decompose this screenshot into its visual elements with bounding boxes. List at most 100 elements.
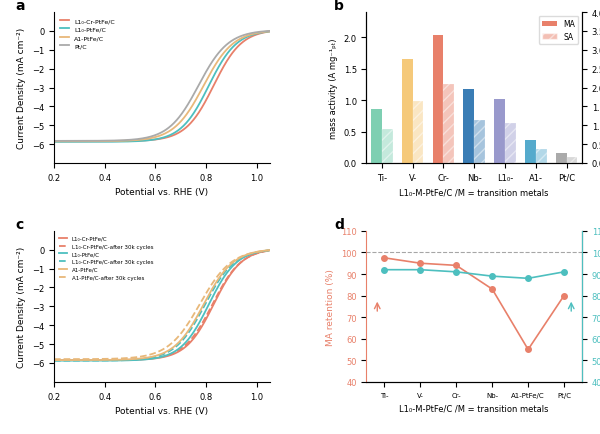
- L1₀-Cr-PtFe/C: [167, 353, 174, 358]
- A1-PtFe/C-after 30k cycles: [167, 342, 174, 347]
- Bar: [382, 130, 392, 164]
- Bar: [494, 99, 505, 164]
- Pt/C: [167, 124, 174, 129]
- A1-PtFe/C: [167, 347, 174, 352]
- Line: L1₀-Cr-PtFe/C-after 30k cycles: L1₀-Cr-PtFe/C-after 30k cycles: [54, 251, 269, 361]
- Line: A1-PtFe/C: A1-PtFe/C: [54, 32, 269, 142]
- A1-PtFe/C: [167, 128, 174, 134]
- Pt/C: [179, 111, 186, 116]
- A1-PtFe/C: [266, 30, 273, 35]
- A1-PtFe/C-after 30k cycles: [154, 349, 161, 355]
- L1₀-Cr-PtFe/C-after 30k cycles: [50, 358, 58, 363]
- L1₀-PtFe/C: [227, 266, 234, 271]
- L1₀-Cr-PtFe/C: [227, 53, 234, 59]
- A1-PtFe/C: [266, 248, 273, 253]
- A1-PtFe/C-after 30k cycles: [179, 329, 186, 335]
- L1₀-Cr-PtFe/C: [50, 139, 58, 145]
- X-axis label: Potential vs. RHE (V): Potential vs. RHE (V): [115, 188, 208, 197]
- L1₀-PtFe/C: [179, 343, 186, 349]
- Bar: [474, 121, 485, 164]
- Bar: [402, 59, 413, 164]
- A1-PtFe/C: [153, 353, 160, 358]
- Pt/C: [154, 132, 161, 138]
- Bar: [556, 154, 566, 164]
- Line: L1₀-Cr-PtFe/C-after 30k cycles: L1₀-Cr-PtFe/C-after 30k cycles: [54, 251, 269, 360]
- Line: L1₀-PtFe/C: L1₀-PtFe/C: [54, 251, 269, 361]
- L1₀-PtFe/C: [50, 358, 58, 363]
- L1₀-PtFe/C: [153, 137, 160, 142]
- Y-axis label: Current Density (mA cm⁻²): Current Density (mA cm⁻²): [17, 246, 26, 367]
- A1-PtFe/C: [179, 118, 186, 123]
- Y-axis label: Current Density (mA cm⁻²): Current Density (mA cm⁻²): [17, 28, 26, 149]
- Line: L1₀-Cr-PtFe/C: L1₀-Cr-PtFe/C: [54, 251, 269, 360]
- L1₀-PtFe/C: [266, 248, 273, 253]
- L1₀-Cr-PtFe/C-after 30k cycles: [227, 263, 234, 269]
- L1₀-Cr-PtFe/C: [227, 272, 234, 277]
- L1₀-Cr-PtFe/C: [266, 248, 273, 253]
- A1-PtFe/C-after 30k cycles: [153, 350, 160, 355]
- L1₀-Cr-PtFe/C: [261, 31, 268, 36]
- Legend: MA, SA: MA, SA: [539, 17, 578, 45]
- A1-PtFe/C: [179, 336, 186, 342]
- Line: L1₀-Cr-PtFe/C: L1₀-Cr-PtFe/C: [54, 33, 269, 142]
- A1-PtFe/C: [153, 135, 160, 140]
- Legend: L1₀-Cr-PtFe/C, L1₀-Cr-PtFe/C-after 30k cycles, L1₀-PtFe/C, L1₀-Cr-PtFe/C-after 3: L1₀-Cr-PtFe/C, L1₀-Cr-PtFe/C-after 30k c…: [57, 234, 155, 283]
- Text: a: a: [15, 0, 25, 13]
- L1₀-Cr-PtFe/C: [154, 137, 161, 142]
- Bar: [566, 158, 577, 164]
- A1-PtFe/C: [50, 139, 58, 145]
- A1-PtFe/C: [154, 135, 161, 140]
- L1₀-Cr-PtFe/C-after 30k cycles: [153, 354, 160, 359]
- Bar: [433, 36, 443, 164]
- A1-PtFe/C-after 30k cycles: [261, 249, 268, 254]
- L1₀-PtFe/C: [227, 48, 234, 53]
- A1-PtFe/C: [50, 358, 58, 363]
- L1₀-Cr-PtFe/C-after 30k cycles: [153, 355, 160, 361]
- A1-PtFe/C-after 30k cycles: [227, 260, 234, 266]
- L1₀-PtFe/C: [261, 30, 268, 36]
- X-axis label: L1₀-M-PtFe/C /M = transition metals: L1₀-M-PtFe/C /M = transition metals: [400, 188, 549, 197]
- Line: L1₀-PtFe/C: L1₀-PtFe/C: [54, 33, 269, 142]
- L1₀-PtFe/C: [167, 133, 174, 138]
- L1₀-PtFe/C: [154, 355, 161, 361]
- Line: Pt/C: Pt/C: [54, 32, 269, 141]
- L1₀-PtFe/C: [261, 249, 268, 254]
- L1₀-Cr-PtFe/C-after 30k cycles: [179, 345, 186, 351]
- Pt/C: [153, 133, 160, 138]
- L1₀-Cr-PtFe/C-after 30k cycles: [167, 348, 174, 353]
- L1₀-Cr-PtFe/C: [167, 135, 174, 140]
- Bar: [463, 90, 474, 164]
- Pt/C: [261, 30, 268, 35]
- L1₀-Cr-PtFe/C-after 30k cycles: [50, 358, 58, 363]
- Y-axis label: mass activity (A mg⁻¹ₚₜ): mass activity (A mg⁻¹ₚₜ): [329, 38, 338, 138]
- X-axis label: Potential vs. RHE (V): Potential vs. RHE (V): [115, 406, 208, 415]
- L1₀-Cr-PtFe/C-after 30k cycles: [266, 248, 273, 253]
- Text: c: c: [15, 217, 23, 231]
- A1-PtFe/C-after 30k cycles: [50, 357, 58, 362]
- L1₀-PtFe/C: [50, 140, 58, 145]
- A1-PtFe/C: [261, 249, 268, 254]
- L1₀-Cr-PtFe/C: [153, 138, 160, 143]
- Pt/C: [266, 29, 273, 34]
- Bar: [536, 150, 547, 164]
- Bar: [505, 124, 516, 164]
- Bar: [525, 141, 536, 164]
- Pt/C: [227, 40, 234, 45]
- L1₀-Cr-PtFe/C: [266, 30, 273, 35]
- Y-axis label: MA retention (%): MA retention (%): [326, 268, 335, 345]
- Text: b: b: [334, 0, 344, 13]
- Bar: [371, 110, 382, 164]
- X-axis label: L1₀-M-PtFe/C /M = transition metals: L1₀-M-PtFe/C /M = transition metals: [400, 403, 549, 412]
- L1₀-Cr-PtFe/C: [50, 358, 58, 363]
- Bar: [443, 85, 454, 164]
- Pt/C: [50, 139, 58, 144]
- L1₀-PtFe/C: [154, 137, 161, 142]
- L1₀-PtFe/C: [167, 351, 174, 356]
- Bar: [413, 102, 424, 164]
- L1₀-Cr-PtFe/C: [179, 128, 186, 134]
- L1₀-Cr-PtFe/C-after 30k cycles: [167, 352, 174, 357]
- L1₀-Cr-PtFe/C-after 30k cycles: [154, 355, 161, 360]
- Text: d: d: [334, 217, 344, 231]
- L1₀-PtFe/C: [266, 30, 273, 35]
- L1₀-Cr-PtFe/C-after 30k cycles: [266, 248, 273, 253]
